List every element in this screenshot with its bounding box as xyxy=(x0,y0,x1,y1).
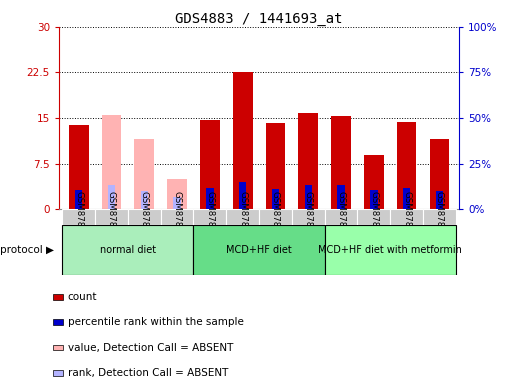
Bar xyxy=(239,182,246,209)
Bar xyxy=(128,209,161,225)
Bar xyxy=(233,73,252,209)
Text: count: count xyxy=(68,292,97,302)
Bar xyxy=(338,185,345,209)
Text: GSM878127: GSM878127 xyxy=(435,190,444,243)
Bar xyxy=(370,190,378,209)
Bar xyxy=(299,113,318,209)
Bar xyxy=(53,294,64,300)
Bar xyxy=(167,179,187,209)
Text: GSM878126: GSM878126 xyxy=(402,190,411,243)
Bar xyxy=(226,209,259,225)
Bar xyxy=(390,209,423,225)
Text: MCD+HF diet with metformin: MCD+HF diet with metformin xyxy=(319,245,462,255)
Bar xyxy=(200,120,220,209)
Bar xyxy=(266,123,285,209)
Text: GSM878119: GSM878119 xyxy=(172,190,182,243)
Bar xyxy=(53,319,64,325)
Text: GSM878121: GSM878121 xyxy=(238,190,247,243)
Bar xyxy=(53,370,64,376)
Text: GSM878123: GSM878123 xyxy=(304,190,313,243)
Bar xyxy=(358,209,390,225)
Text: GSM878120: GSM878120 xyxy=(205,190,214,243)
Bar xyxy=(364,155,384,209)
Title: GDS4883 / 1441693_at: GDS4883 / 1441693_at xyxy=(175,12,343,26)
Bar xyxy=(69,126,89,209)
Bar xyxy=(397,122,417,209)
Bar xyxy=(95,209,128,225)
Bar xyxy=(75,190,83,209)
Bar xyxy=(53,345,64,350)
Text: GSM878118: GSM878118 xyxy=(140,190,149,243)
Text: GSM878125: GSM878125 xyxy=(369,190,379,243)
Text: normal diet: normal diet xyxy=(100,245,156,255)
Text: GSM878122: GSM878122 xyxy=(271,190,280,243)
Bar xyxy=(173,197,181,209)
Bar xyxy=(436,191,443,209)
Bar xyxy=(259,209,292,225)
Bar xyxy=(423,209,456,225)
Text: value, Detection Call = ABSENT: value, Detection Call = ABSENT xyxy=(68,343,233,353)
Bar xyxy=(62,225,193,275)
Bar xyxy=(62,209,95,225)
Bar xyxy=(193,225,325,275)
Bar xyxy=(141,191,148,209)
Bar xyxy=(292,209,325,225)
Bar xyxy=(102,115,121,209)
Text: GSM878117: GSM878117 xyxy=(107,190,116,243)
Bar xyxy=(305,185,312,209)
Text: GSM878116: GSM878116 xyxy=(74,190,83,243)
Bar xyxy=(272,189,279,209)
Text: rank, Detection Call = ABSENT: rank, Detection Call = ABSENT xyxy=(68,368,228,378)
Text: percentile rank within the sample: percentile rank within the sample xyxy=(68,317,244,327)
Bar xyxy=(403,188,410,209)
Bar xyxy=(161,209,193,225)
Bar xyxy=(325,209,358,225)
Bar xyxy=(429,139,449,209)
Bar xyxy=(193,209,226,225)
Bar xyxy=(108,185,115,209)
Bar xyxy=(206,188,213,209)
Text: GSM878124: GSM878124 xyxy=(337,190,346,243)
Text: MCD+HF diet: MCD+HF diet xyxy=(226,245,292,255)
Bar xyxy=(331,116,351,209)
Text: protocol ▶: protocol ▶ xyxy=(0,245,54,255)
Bar xyxy=(134,139,154,209)
Bar xyxy=(325,225,456,275)
